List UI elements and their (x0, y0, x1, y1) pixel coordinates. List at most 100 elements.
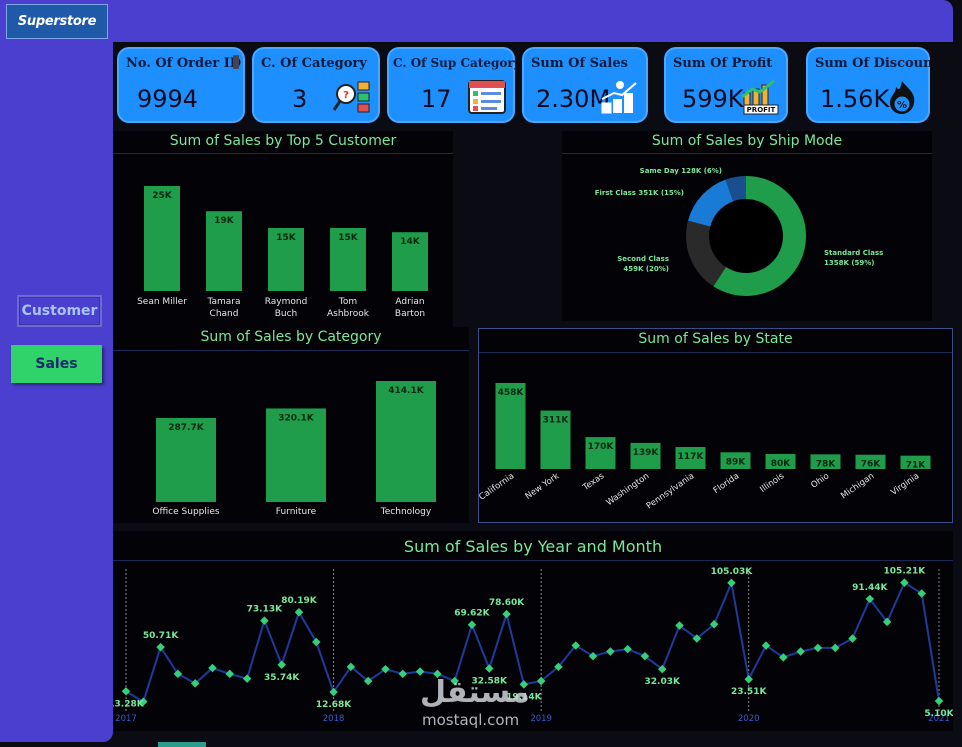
data-point (882, 617, 892, 627)
superstore-logo: Superstore (6, 4, 108, 39)
data-label: 15K (338, 233, 359, 243)
page-tab-indicator[interactable] (158, 742, 206, 747)
data-label: 69.62K (454, 609, 490, 619)
scroll-icon (233, 55, 239, 69)
kpi-value: 9994 (137, 85, 199, 113)
data-label: 14K (400, 237, 421, 247)
data-point (329, 687, 338, 697)
chart-title: Sum of Sales by Ship Mode (651, 133, 843, 149)
divider (113, 350, 469, 351)
checklist-icon (468, 80, 506, 114)
kpi-card-profit[interactable]: Sum Of Profit 599K PROFIT (662, 45, 790, 125)
kpi-card-sales[interactable]: Sum Of Sales 2.30M (520, 45, 650, 125)
kpi-value: 2.30M (536, 85, 611, 113)
x-tick-label: 2018 (323, 714, 345, 724)
series-line (125, 579, 940, 704)
data-label: 12.68K (316, 700, 352, 710)
data-point (433, 669, 442, 679)
sales-nav-button[interactable]: Sales (11, 345, 102, 383)
bar (585, 437, 616, 469)
kpi-card-orders[interactable]: No. Of Order ID 9994 (115, 45, 247, 125)
data-point (450, 676, 459, 686)
kpi-card-category[interactable]: C. Of Category 3 ? (250, 45, 382, 125)
bar (675, 447, 706, 469)
data-label: 73.13K (247, 605, 283, 615)
x-tick-label: 2019 (530, 714, 552, 724)
data-label: 35.74K (264, 673, 300, 683)
data-label: 13.28K (113, 699, 145, 709)
data-label: 91.44K (852, 583, 888, 593)
bar (392, 232, 428, 291)
data-point (830, 643, 840, 653)
kpi-title: No. Of Order ID (126, 56, 242, 71)
category-label: Sean Miller (137, 297, 187, 307)
bar (900, 455, 931, 469)
category-label: Texas (580, 471, 606, 494)
watermark: مستقل mostaql.com (420, 675, 530, 729)
data-point (744, 674, 753, 684)
data-point (346, 662, 356, 672)
category-label: Technology (380, 507, 432, 517)
slice-label: Second Class (617, 255, 669, 263)
kpi-card-subcategory[interactable]: C. Of Sup Category 17 (385, 45, 517, 125)
customer-nav-button[interactable]: Customer (17, 295, 102, 327)
panel-state: Sum of Sales by State 458K California 311K… (478, 328, 953, 523)
bar (720, 452, 751, 469)
sales-nav-label: Sales (35, 356, 78, 372)
category-search-icon: ? (332, 81, 370, 113)
data-point (796, 647, 805, 656)
data-label: 78.60K (489, 598, 525, 608)
data-label: 458K (498, 388, 525, 398)
bar (268, 228, 304, 291)
slice-value-label: 1358K (59%) (824, 259, 875, 267)
data-label: 139K (633, 448, 660, 458)
data-point (381, 664, 390, 674)
category-label: Tamara (206, 297, 240, 307)
data-point (554, 662, 563, 672)
data-point (398, 669, 408, 679)
donut-hole (710, 200, 782, 272)
data-label: 117K (678, 452, 705, 462)
kpi-value: 599K (682, 85, 744, 113)
bar (765, 453, 796, 469)
divider (113, 560, 953, 561)
kpi-value: 17 (421, 85, 452, 113)
data-label: 32.03K (645, 677, 681, 687)
donut-chart-ship-mode: Standard Class 1358K (59%) Second Class 459… (595, 167, 883, 296)
category-label: Tom (338, 297, 357, 307)
data-label: 80K (771, 459, 792, 469)
data-label: 25K (152, 191, 173, 201)
data-label: 320.1K (278, 413, 314, 423)
data-label: 311K (543, 416, 570, 426)
chart-title: Sum of Sales by Year and Month (403, 537, 663, 556)
data-point (934, 696, 944, 706)
data-label: 19K (214, 216, 235, 226)
kpi-title: Sum Of Profit (673, 56, 773, 71)
category-label: Virginia (889, 471, 921, 498)
category-label: Raymond (265, 297, 308, 307)
data-label: 15K (276, 233, 297, 243)
data-label: 76K (861, 460, 882, 470)
svg-text:%: % (897, 100, 907, 111)
category-label: Adrian (395, 297, 424, 307)
kpi-card-discount[interactable]: Sum Of Discount 1.56K % (804, 45, 932, 125)
kpi-title: C. Of Category (261, 56, 367, 71)
chart-title: Sum of Sales by State (638, 331, 793, 347)
data-label: 170K (588, 442, 615, 452)
slice-value-label: 459K (20%) (623, 265, 669, 273)
bar (630, 442, 661, 469)
watermark-arabic: مستقل (420, 675, 530, 710)
svg-text:?: ? (343, 90, 349, 101)
category-label: Buch (275, 309, 298, 319)
kpi-value: 3 (292, 85, 308, 113)
data-point (190, 679, 200, 688)
data-point (260, 616, 269, 625)
bar (376, 381, 436, 502)
data-label: 19.14K (506, 692, 542, 702)
logo-text: Superstore (17, 14, 97, 29)
donut-slice (688, 179, 734, 227)
data-label: 105.21K (884, 567, 927, 577)
category-label: Pennsylvania (645, 471, 696, 511)
bar-chart-top5-customers: 25K Sean Miller 19K Tamara Chand 15K Raymond Bu… (137, 186, 428, 319)
data-point (225, 669, 235, 679)
